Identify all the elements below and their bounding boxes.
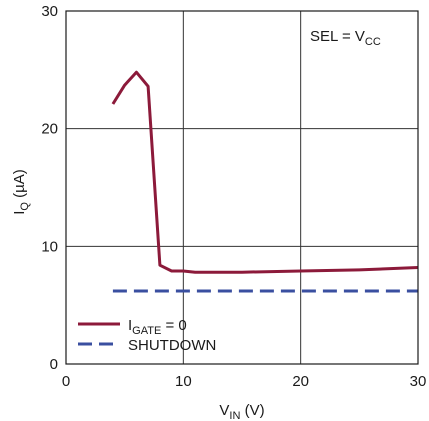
y-tick-label: 30: [41, 3, 58, 20]
series-line-0: [111, 70, 419, 274]
legend-label-shutdown: SHUTDOWN: [128, 337, 216, 354]
legend-label-igate: IGATE = 0: [128, 317, 187, 337]
y-tick-label: 10: [41, 238, 58, 255]
x-tick-labels: 0 10 20 30: [62, 373, 427, 390]
x-tick-label: 0: [62, 373, 70, 390]
grid: [66, 11, 418, 364]
x-axis-label: VIN (V): [219, 402, 264, 421]
y-tick-label: 0: [50, 356, 58, 373]
legend: IGATE = 0 SHUTDOWN: [78, 317, 216, 354]
y-tick-labels: 0 10 20 30: [41, 3, 58, 373]
x-tick-label: 10: [175, 373, 192, 390]
plot-frame: [65, 10, 419, 365]
series-lines: [111, 70, 419, 293]
x-tick-label: 30: [410, 373, 427, 390]
annotation-sel: SEL = VCC: [310, 28, 381, 48]
y-tick-label: 20: [41, 121, 58, 138]
x-tick-label: 20: [292, 373, 309, 390]
y-axis-label: IQ (µA): [11, 169, 31, 215]
